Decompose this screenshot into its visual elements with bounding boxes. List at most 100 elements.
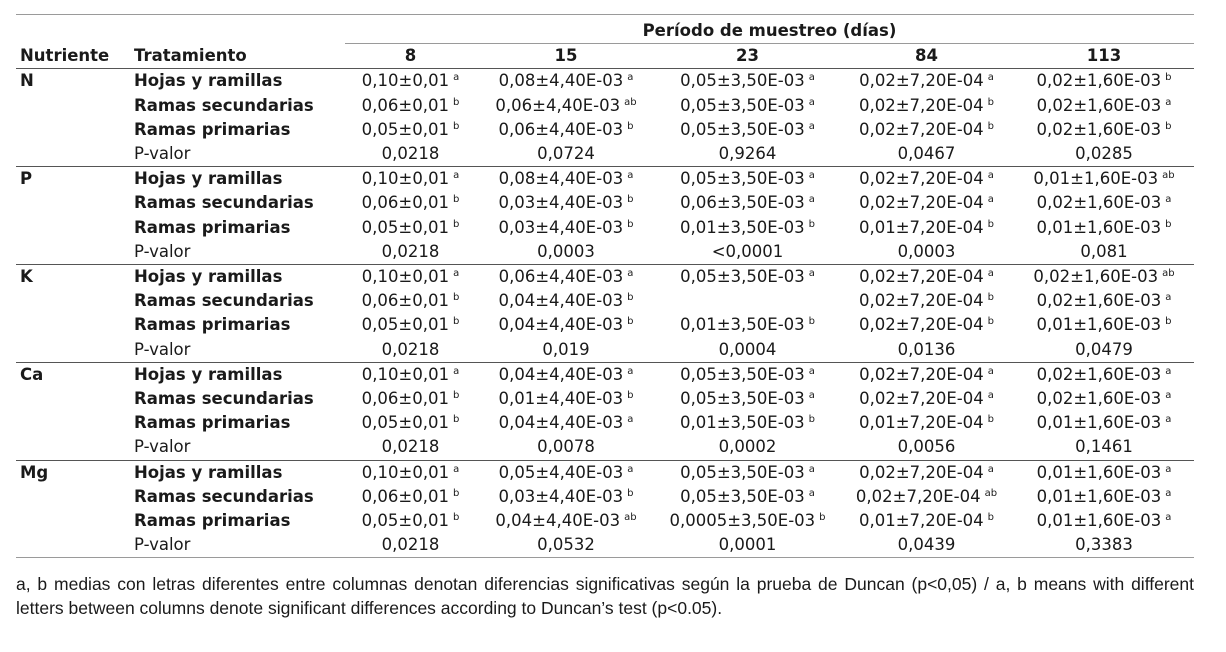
mean-sd-value: 0,01±1,60E-03 xyxy=(1036,315,1162,335)
significance-letter: b xyxy=(452,96,460,108)
significance-letter: a xyxy=(1165,463,1172,475)
mean-sd-value: 0,05±3,50E-03 xyxy=(680,389,805,409)
pvalue-cell: 0,0136 xyxy=(839,337,1014,363)
mean-sd-value: 0,02±1,60E-03 xyxy=(1036,119,1162,139)
significance-letter: a xyxy=(453,170,460,182)
nutrient-label xyxy=(16,435,130,461)
significance-letter: a xyxy=(808,463,815,475)
nutrient-label xyxy=(16,239,130,266)
pvalue-cell: 0,1461 xyxy=(1014,435,1194,461)
value-cell: 0,01±7,20E-04 b xyxy=(839,411,1014,435)
mean-sd-value: 0,01±1,60E-03 xyxy=(1036,462,1162,482)
value-cell: 0,05±4,40E-03 a xyxy=(476,460,656,485)
mean-sd-value: 0,06±4,40E-03 xyxy=(498,119,624,139)
value-cell: 0,10±0,01 a xyxy=(345,69,476,94)
value-cell: 0,04±4,40E-03 b xyxy=(476,313,656,337)
pvalue-cell: 0,0056 xyxy=(839,435,1014,461)
treatment-label: Ramas primarias xyxy=(134,413,291,433)
mean-sd-value: 0,05±0,01 xyxy=(361,315,449,335)
significance-letter: a xyxy=(627,268,634,280)
significance-letter: a xyxy=(987,390,994,402)
significance-letter: a xyxy=(627,365,634,377)
value-cell: 0,02±1,60E-03 b xyxy=(1014,69,1194,94)
treatment-label: Ramas primarias xyxy=(134,217,291,237)
significance-letter: a xyxy=(1165,487,1172,499)
pvalue-row: P-valor 0,0218 0,0078 0,0002 0,0056 0,1461 xyxy=(16,435,1194,461)
table-row: K Hojas y ramillas 0,10±0,01 a 0,06±4,40E-03… xyxy=(16,265,1194,290)
treatment-label: Hojas y ramillas xyxy=(134,71,283,91)
value-cell: 0,05±0,01 b xyxy=(345,216,476,240)
treatment-label: Ramas secundarias xyxy=(134,95,314,115)
mean-sd-value: 0,10±0,01 xyxy=(361,71,450,91)
significance-letter: b xyxy=(987,316,995,328)
value-cell: 0,06±0,01 b xyxy=(345,94,476,118)
mean-sd-value: 0,06±0,01 xyxy=(361,486,449,506)
value-cell: 0,06±4,40E-03 ab xyxy=(476,94,656,118)
treatment-label: Ramas secundarias xyxy=(134,486,314,506)
nutrient-label xyxy=(16,118,130,142)
value-cell: 0,06±3,50E-03 a xyxy=(656,191,839,215)
significance-letter: b xyxy=(987,96,995,108)
significance-letter: a xyxy=(987,72,994,84)
value-cell: 0,02±7,20E-04 a xyxy=(839,387,1014,411)
significance-letter: ab xyxy=(624,96,637,108)
mean-sd-value: 0,01±1,60E-03 xyxy=(1033,169,1159,189)
value-cell: 0,05±0,01 b xyxy=(345,118,476,142)
treatment-label: Ramas secundarias xyxy=(134,291,314,311)
value-cell: 0,05±3,50E-03 a xyxy=(656,94,839,118)
treatment-label: Hojas y ramillas xyxy=(134,462,283,482)
treatment-label: Hojas y ramillas xyxy=(134,364,283,384)
significance-letter: a xyxy=(453,72,460,84)
value-cell: 0,02±1,60E-03 ab xyxy=(1014,265,1194,290)
significance-letter: b xyxy=(808,316,816,328)
value-cell: 0,06±0,01 b xyxy=(345,191,476,215)
mean-sd-value: 0,03±4,40E-03 xyxy=(498,193,624,213)
pvalue-cell: 0,0078 xyxy=(476,435,656,461)
table-row: Ramas secundarias 0,06±0,01 b 0,01±4,40E-03… xyxy=(16,387,1194,411)
mean-sd-value: 0,02±7,20E-04 xyxy=(855,486,981,506)
significance-letter: a xyxy=(808,268,815,280)
nutrient-label xyxy=(16,94,130,118)
value-cell: 0,01±1,60E-03 a xyxy=(1014,460,1194,485)
nutrient-label xyxy=(16,509,130,533)
mean-sd-value: 0,01±3,50E-03 xyxy=(679,217,805,237)
table-row: Ramas secundarias 0,06±0,01 b 0,06±4,40E-03… xyxy=(16,94,1194,118)
table-row: P Hojas y ramillas 0,10±0,01 a 0,08±4,40E-03… xyxy=(16,167,1194,192)
mean-sd-value: 0,03±4,40E-03 xyxy=(498,217,624,237)
value-cell: 0,01±3,50E-03 b xyxy=(656,313,839,337)
value-cell: 0,06±0,01 b xyxy=(345,485,476,509)
value-cell: 0,05±3,50E-03 a xyxy=(656,460,839,485)
nutrient-label: K xyxy=(20,267,33,287)
value-cell: 0,02±1,60E-03 a xyxy=(1014,387,1194,411)
value-cell: 0,01±1,60E-03 b xyxy=(1014,216,1194,240)
mean-sd-value: 0,05±3,50E-03 xyxy=(680,169,805,189)
treatment-label: Ramas primarias xyxy=(134,511,291,531)
value-cell: 0,01±1,60E-03 a xyxy=(1014,509,1194,533)
mean-sd-value: 0,05±4,40E-03 xyxy=(498,462,624,482)
significance-letter: b xyxy=(452,120,460,132)
value-cell xyxy=(656,289,839,313)
value-cell: 0,10±0,01 a xyxy=(345,362,476,387)
mean-sd-value: 0,05±0,01 xyxy=(361,119,449,139)
mean-sd-value: 0,02±7,20E-04 xyxy=(859,169,984,189)
period-header: Período de muestreo (días) xyxy=(345,19,1194,45)
significance-letter: a xyxy=(808,365,815,377)
significance-letter: a xyxy=(808,487,815,499)
value-cell: 0,05±3,50E-03 a xyxy=(656,265,839,290)
significance-letter: a xyxy=(1165,390,1172,402)
value-cell: 0,05±3,50E-03 a xyxy=(656,69,839,94)
mean-sd-value: 0,01±7,20E-04 xyxy=(858,217,984,237)
mean-sd-value: 0,06±4,40E-03 xyxy=(498,267,624,287)
pvalue-row: P-valor 0,0218 0,0724 0,9264 0,0467 0,0285 xyxy=(16,142,1194,168)
significance-letter: a xyxy=(808,390,815,402)
significance-letter: a xyxy=(1165,96,1172,108)
value-cell: 0,10±0,01 a xyxy=(345,460,476,485)
mean-sd-value: 0,10±0,01 xyxy=(361,462,450,482)
col-header-day-8: 8 xyxy=(345,43,476,70)
mean-sd-value: 0,01±1,60E-03 xyxy=(1036,511,1162,531)
value-cell: 0,02±7,20E-04 a xyxy=(839,167,1014,192)
value-cell: 0,06±4,40E-03 a xyxy=(476,265,656,290)
significance-letter: a xyxy=(987,365,994,377)
value-cell: 0,02±7,20E-04 a xyxy=(839,362,1014,387)
pvalue-cell: 0,0002 xyxy=(656,435,839,461)
